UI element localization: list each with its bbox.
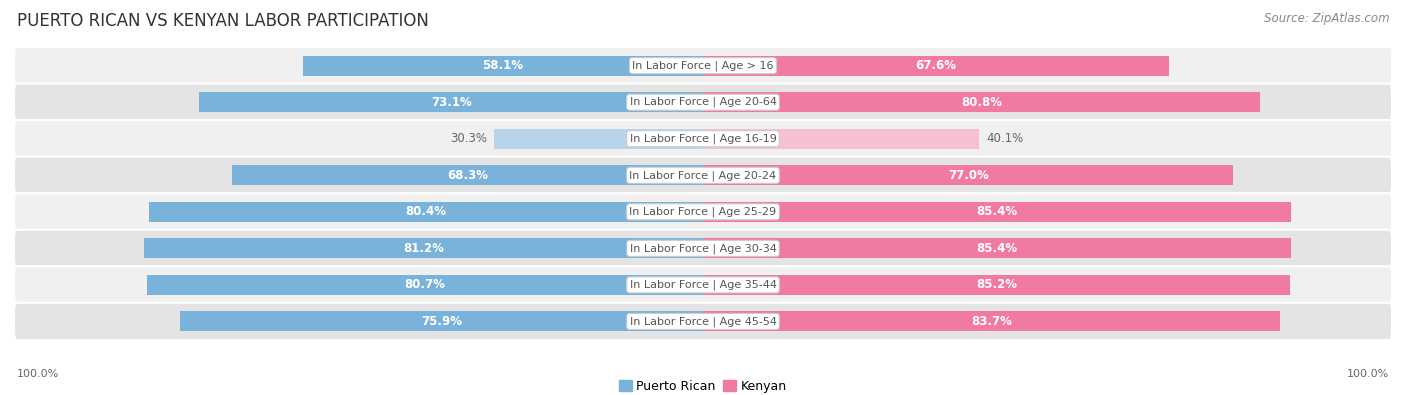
FancyBboxPatch shape (14, 193, 1392, 230)
Bar (703, 311, 1279, 331)
Bar (703, 275, 1289, 295)
Text: 80.7%: 80.7% (405, 278, 446, 292)
Text: 85.2%: 85.2% (976, 278, 1017, 292)
Text: 100.0%: 100.0% (17, 369, 59, 379)
Bar (703, 56, 1168, 76)
Text: 80.8%: 80.8% (960, 96, 1002, 109)
Bar (703, 129, 979, 149)
Text: 68.3%: 68.3% (447, 169, 488, 182)
Bar (200, 92, 703, 112)
Text: 100.0%: 100.0% (1347, 369, 1389, 379)
Text: In Labor Force | Age > 16: In Labor Force | Age > 16 (633, 60, 773, 71)
FancyBboxPatch shape (14, 230, 1392, 267)
FancyBboxPatch shape (14, 47, 1392, 84)
FancyBboxPatch shape (14, 266, 1392, 303)
Text: 73.1%: 73.1% (430, 96, 471, 109)
Text: In Labor Force | Age 35-44: In Labor Force | Age 35-44 (630, 280, 776, 290)
Bar (232, 165, 703, 185)
Text: In Labor Force | Age 30-34: In Labor Force | Age 30-34 (630, 243, 776, 254)
Text: In Labor Force | Age 16-19: In Labor Force | Age 16-19 (630, 134, 776, 144)
Bar (180, 311, 703, 331)
Bar (149, 202, 703, 222)
Text: 81.2%: 81.2% (404, 242, 444, 255)
Text: 83.7%: 83.7% (972, 315, 1012, 328)
Text: In Labor Force | Age 25-29: In Labor Force | Age 25-29 (630, 207, 776, 217)
Text: In Labor Force | Age 20-24: In Labor Force | Age 20-24 (630, 170, 776, 181)
Bar (703, 92, 1260, 112)
Text: In Labor Force | Age 45-54: In Labor Force | Age 45-54 (630, 316, 776, 327)
Bar (143, 238, 703, 258)
Text: In Labor Force | Age 20-64: In Labor Force | Age 20-64 (630, 97, 776, 107)
FancyBboxPatch shape (14, 120, 1392, 157)
Text: 80.4%: 80.4% (405, 205, 447, 218)
Legend: Puerto Rican, Kenyan: Puerto Rican, Kenyan (614, 375, 792, 395)
Bar (495, 129, 703, 149)
Bar (302, 56, 703, 76)
Bar (703, 165, 1233, 185)
Text: Source: ZipAtlas.com: Source: ZipAtlas.com (1264, 12, 1389, 25)
Text: 67.6%: 67.6% (915, 59, 956, 72)
Bar (703, 238, 1291, 258)
Text: 58.1%: 58.1% (482, 59, 523, 72)
Text: PUERTO RICAN VS KENYAN LABOR PARTICIPATION: PUERTO RICAN VS KENYAN LABOR PARTICIPATI… (17, 12, 429, 30)
Text: 85.4%: 85.4% (977, 205, 1018, 218)
Text: 85.4%: 85.4% (977, 242, 1018, 255)
Bar (148, 275, 703, 295)
Bar (703, 202, 1291, 222)
Text: 30.3%: 30.3% (450, 132, 488, 145)
FancyBboxPatch shape (14, 303, 1392, 340)
Text: 40.1%: 40.1% (986, 132, 1024, 145)
Text: 77.0%: 77.0% (948, 169, 988, 182)
FancyBboxPatch shape (14, 84, 1392, 121)
Text: 75.9%: 75.9% (420, 315, 463, 328)
FancyBboxPatch shape (14, 157, 1392, 194)
